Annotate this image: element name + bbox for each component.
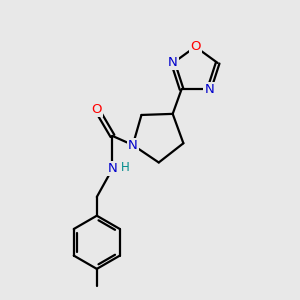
Text: N: N [128,139,138,152]
Text: O: O [190,40,201,53]
Text: N: N [204,83,214,96]
Text: N: N [168,56,178,70]
Text: H: H [121,161,130,174]
Text: N: N [108,162,117,175]
Text: O: O [92,103,102,116]
